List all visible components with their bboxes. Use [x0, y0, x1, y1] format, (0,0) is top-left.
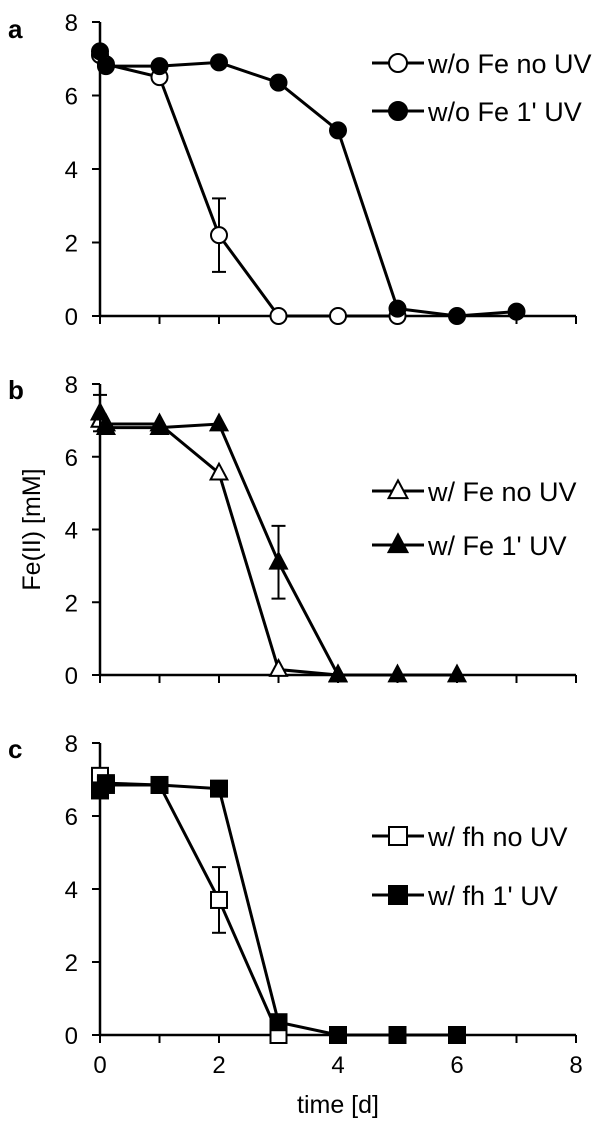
data-point [98, 775, 114, 791]
panel-label: a [8, 14, 23, 44]
data-point [211, 892, 227, 908]
panel-b: b 0 2 4 6 8 Fe(II) [mM] w/ Fe no UV w/ Fe 1' UV [8, 372, 577, 690]
panel-c: c 0 2 4 6 8 0 2 4 6 8 time [d] w/ fh no UV w/ fh 1' U… [8, 731, 583, 1119]
series-1 [92, 47, 406, 324]
y-tick-label: 0 [65, 663, 78, 690]
y-tick-label: 8 [65, 10, 78, 37]
data-point [330, 1027, 346, 1043]
y-tick-label: 8 [65, 372, 78, 399]
y-tick-label: 2 [65, 950, 78, 977]
data-point [390, 1027, 406, 1043]
legend-label: w/o Fe 1' UV [427, 97, 582, 127]
legend-label: w/ fh no UV [427, 822, 568, 852]
data-point [389, 827, 407, 845]
series-line [100, 776, 279, 1035]
data-point [449, 666, 466, 682]
data-point [389, 886, 407, 904]
y-tick-label: 2 [65, 231, 78, 258]
data-point [389, 54, 407, 72]
series-2 [92, 395, 466, 681]
data-point [92, 43, 108, 59]
data-point [509, 304, 525, 320]
data-point [390, 301, 406, 317]
data-point [152, 58, 168, 74]
panel-label: b [8, 375, 24, 405]
data-point [449, 308, 465, 324]
y-tick-label: 0 [65, 1023, 78, 1050]
data-point [449, 1027, 465, 1043]
data-point [211, 464, 228, 480]
y-tick-label: 4 [65, 877, 78, 904]
data-point [330, 122, 346, 138]
data-point [271, 308, 287, 324]
data-point [389, 534, 408, 552]
data-point [270, 660, 287, 676]
legend-label: w/ fh 1' UV [427, 881, 558, 911]
data-point [389, 102, 407, 120]
data-point [211, 415, 228, 431]
data-point [330, 308, 346, 324]
legend-item: w/ Fe 1' UV [372, 531, 567, 561]
legend-item: w/ Fe no UV [372, 477, 577, 507]
y-tick-label: 2 [65, 590, 78, 617]
x-tick-label: 0 [93, 1052, 106, 1079]
data-point [98, 58, 114, 74]
x-tick-label: 2 [212, 1052, 225, 1079]
y-tick-label: 6 [65, 804, 78, 831]
series-line [100, 51, 517, 316]
legend: w/ fh no UV w/ fh 1' UV [372, 822, 568, 911]
legend-item: w/o Fe no UV [372, 49, 592, 79]
legend-item: w/o Fe 1' UV [372, 97, 582, 127]
data-point [271, 75, 287, 91]
series-line [100, 783, 457, 1035]
y-tick-label: 4 [65, 157, 78, 184]
y-axis-label: Fe(II) [mM] [18, 468, 46, 590]
data-point [152, 777, 168, 793]
data-point [389, 666, 406, 682]
x-axis-label: time [d] [297, 1091, 379, 1119]
series-1 [92, 411, 347, 681]
series-1 [92, 768, 287, 1043]
x-tick-label: 4 [331, 1052, 344, 1079]
legend-label: w/ Fe no UV [427, 477, 577, 507]
y-tick-label: 6 [65, 445, 78, 472]
y-tick-label: 4 [65, 518, 78, 545]
series-line [100, 420, 338, 675]
y-tick-label: 6 [65, 84, 78, 111]
panel-a: a 0 2 4 6 8 w/o Fe no UV w/o Fe 1' UV [8, 10, 592, 331]
data-point [211, 781, 227, 797]
data-point [389, 480, 408, 498]
data-point [211, 54, 227, 70]
y-tick-label: 0 [65, 304, 78, 331]
x-tick-label: 6 [450, 1052, 463, 1079]
legend-item: w/ fh no UV [372, 822, 568, 852]
legend: w/o Fe no UV w/o Fe 1' UV [372, 49, 592, 127]
data-point [270, 553, 287, 569]
series-2 [92, 775, 465, 1043]
data-point [211, 227, 227, 243]
panel-label: c [8, 734, 22, 764]
legend-label: w/ Fe 1' UV [427, 531, 567, 561]
legend: w/ Fe no UV w/ Fe 1' UV [372, 477, 577, 561]
x-tick-label: 8 [569, 1052, 582, 1079]
y-tick-label: 8 [65, 731, 78, 758]
legend-item: w/ fh 1' UV [372, 881, 558, 911]
series-line [100, 55, 398, 316]
legend-label: w/o Fe no UV [427, 49, 592, 79]
data-point [271, 1014, 287, 1030]
